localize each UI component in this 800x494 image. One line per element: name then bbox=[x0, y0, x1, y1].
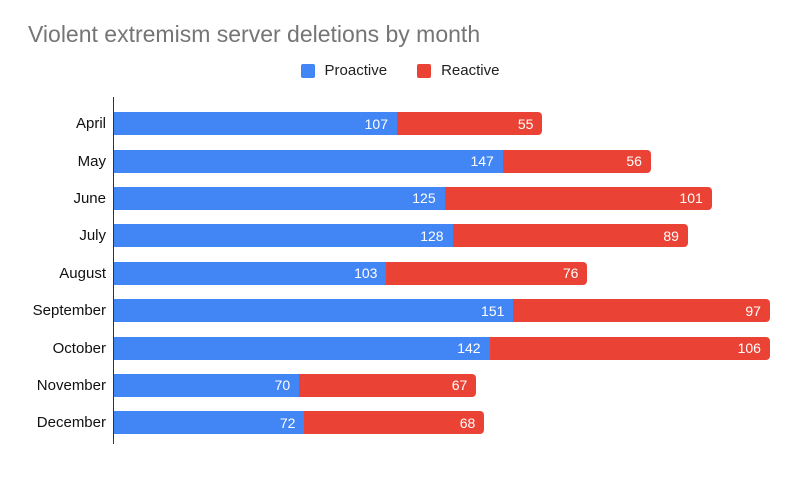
bar-segment-reactive-december: 68 bbox=[304, 411, 485, 435]
value-label-reactive-october: 106 bbox=[737, 340, 761, 357]
stacked-bar-october: 142 106 bbox=[114, 336, 770, 360]
value-label-proactive-november: 70 bbox=[274, 377, 291, 394]
chart-row-august: August 103 76 bbox=[0, 255, 800, 292]
bar-segment-proactive-september: 151 bbox=[114, 299, 514, 323]
value-label-proactive-september: 151 bbox=[481, 302, 505, 319]
bar-rows: April 107 55 May 147 56 June 125 101 July 128 89 Aug… bbox=[0, 105, 800, 442]
category-label-october: October bbox=[52, 339, 106, 357]
category-label-april: April bbox=[75, 115, 106, 133]
stacked-bar-december: 72 68 bbox=[114, 411, 485, 435]
category-label-june: June bbox=[73, 189, 106, 207]
category-label-july: July bbox=[79, 227, 106, 245]
stacked-bar-september: 151 97 bbox=[114, 299, 770, 323]
value-label-proactive-may: 147 bbox=[470, 153, 494, 170]
value-label-reactive-september: 97 bbox=[745, 302, 761, 319]
legend-label-reactive: Reactive bbox=[441, 62, 500, 79]
value-label-proactive-august: 103 bbox=[354, 265, 378, 282]
bar-segment-proactive-april: 107 bbox=[114, 112, 397, 136]
chart-row-october: October 142 106 bbox=[0, 329, 800, 366]
chart-row-april: April 107 55 bbox=[0, 105, 800, 142]
category-label-may: May bbox=[77, 152, 106, 170]
stacked-bar-april: 107 55 bbox=[114, 112, 543, 136]
category-label-november: November bbox=[36, 376, 106, 394]
bar-segment-reactive-november: 67 bbox=[299, 373, 477, 397]
bar-segment-reactive-october: 106 bbox=[489, 336, 770, 360]
stacked-bar-november: 70 67 bbox=[114, 373, 477, 397]
value-label-reactive-august: 76 bbox=[562, 265, 579, 282]
legend-item-proactive: Proactive bbox=[300, 62, 388, 79]
proactive-swatch-icon bbox=[300, 63, 315, 78]
bar-segment-reactive-july: 89 bbox=[452, 224, 688, 248]
bar-segment-proactive-december: 72 bbox=[114, 411, 305, 435]
chart-row-july: July 128 89 bbox=[0, 217, 800, 254]
value-label-proactive-october: 142 bbox=[457, 340, 481, 357]
bar-segment-proactive-october: 142 bbox=[114, 336, 490, 360]
category-label-august: August bbox=[59, 264, 106, 282]
value-label-proactive-december: 72 bbox=[279, 414, 296, 431]
legend-label-proactive: Proactive bbox=[324, 62, 388, 79]
value-label-reactive-december: 68 bbox=[459, 414, 476, 431]
value-label-reactive-april: 55 bbox=[517, 115, 534, 132]
plot-area: April 107 55 May 147 56 June 125 101 July 128 89 Aug… bbox=[0, 97, 800, 452]
y-axis-line bbox=[113, 97, 114, 444]
chart-title: Violent extremism server deletions by mo… bbox=[28, 21, 481, 47]
value-label-reactive-july: 89 bbox=[663, 227, 679, 244]
value-label-proactive-june: 125 bbox=[412, 190, 436, 207]
bar-segment-proactive-may: 147 bbox=[114, 149, 503, 173]
value-label-reactive-november: 67 bbox=[451, 377, 468, 394]
bar-segment-reactive-april: 55 bbox=[397, 112, 543, 136]
stacked-bar-may: 147 56 bbox=[114, 149, 651, 173]
chart-row-june: June 125 101 bbox=[0, 180, 800, 217]
chart-legend: Proactive Reactive bbox=[0, 62, 800, 79]
chart-row-september: September 151 97 bbox=[0, 292, 800, 329]
bar-segment-reactive-august: 76 bbox=[386, 261, 588, 285]
chart-row-december: December 72 68 bbox=[0, 404, 800, 441]
chart-row-may: May 147 56 bbox=[0, 142, 800, 179]
reactive-swatch-icon bbox=[417, 63, 432, 78]
category-label-december: December bbox=[36, 414, 106, 432]
legend-item-reactive: Reactive bbox=[417, 62, 499, 79]
value-label-reactive-may: 56 bbox=[626, 153, 642, 170]
bar-segment-reactive-june: 101 bbox=[444, 186, 712, 210]
value-label-proactive-july: 128 bbox=[420, 227, 444, 244]
bar-segment-reactive-september: 97 bbox=[513, 299, 770, 323]
bar-segment-reactive-may: 56 bbox=[502, 149, 651, 173]
stacked-bar-july: 128 89 bbox=[114, 224, 688, 248]
bar-segment-proactive-august: 103 bbox=[114, 261, 387, 285]
stacked-bar-august: 103 76 bbox=[114, 261, 588, 285]
bar-segment-proactive-june: 125 bbox=[114, 186, 445, 210]
value-label-proactive-april: 107 bbox=[364, 115, 388, 132]
category-label-september: September bbox=[32, 302, 106, 320]
bar-segment-proactive-november: 70 bbox=[114, 373, 300, 397]
stacked-bar-june: 125 101 bbox=[114, 186, 712, 210]
chart-row-november: November 70 67 bbox=[0, 367, 800, 404]
bar-segment-proactive-july: 128 bbox=[114, 224, 453, 248]
value-label-reactive-june: 101 bbox=[679, 190, 703, 207]
